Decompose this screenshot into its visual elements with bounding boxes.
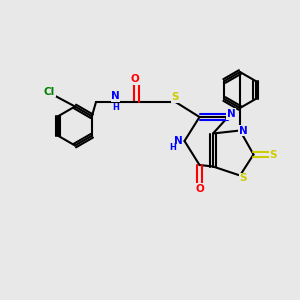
Text: H: H [113,103,119,112]
Text: S: S [172,92,179,103]
Text: N: N [174,136,183,146]
Text: N: N [226,109,236,119]
Text: O: O [130,74,140,85]
Text: O: O [195,184,204,194]
Text: H: H [170,143,176,152]
Text: N: N [238,125,247,136]
Text: N: N [111,91,120,101]
Text: S: S [269,149,277,160]
Text: Cl: Cl [44,86,55,97]
Text: S: S [239,173,247,184]
